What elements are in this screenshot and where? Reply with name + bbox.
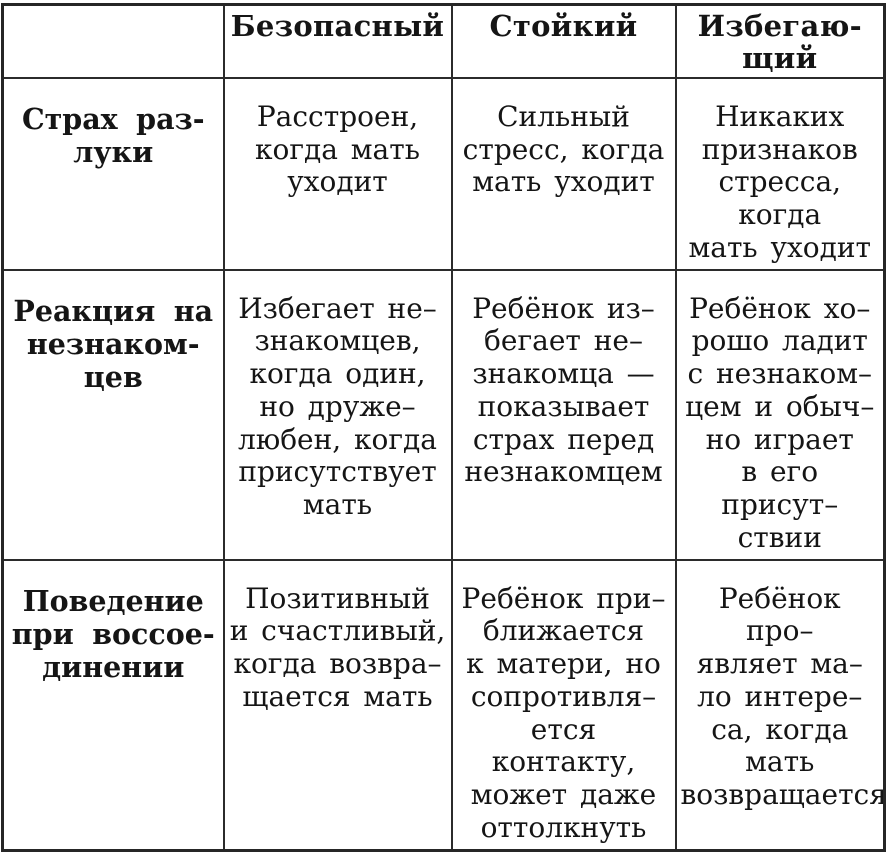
table-cell: Позитивный и счастливый, когда возвра– щ… xyxy=(222,558,453,852)
row-header-separation-fear: Страх раз- луки xyxy=(1,76,225,271)
table-cell: Ребёнок про– являет ма– ло интере– са, к… xyxy=(674,558,886,852)
table-cell: Ребёнок из– бегает не– знакомца — показы… xyxy=(450,268,677,561)
table-cell: Ребёнок при– ближается к матери, но сопр… xyxy=(450,558,677,852)
table-cell: Расстроен, когда мать уходит xyxy=(222,76,453,271)
column-header-resistant: Стойкий xyxy=(450,3,677,79)
table-cell: Сильный стресс, когда мать уходит xyxy=(450,76,677,271)
row-header-stranger-reaction: Реакция на незнаком- цев xyxy=(1,268,225,561)
header-row: Безопасный Стойкий Избегаю- щий xyxy=(1,3,886,79)
row-header-reunion-behavior: Поведение при воссое- динении xyxy=(1,558,225,852)
table-cell: Ребёнок хо– рошо ладит с незнаком– цем и… xyxy=(674,268,886,561)
column-header-avoidant: Избегаю- щий xyxy=(674,3,886,79)
table-cell: Никаких признаков стресса, когда мать ух… xyxy=(674,76,886,271)
column-header-secure: Безопасный xyxy=(222,3,453,79)
table-cell: Избегает не– знакомцев, когда один, но д… xyxy=(222,268,453,561)
table-row-stranger-reaction: Реакция на незнаком- цев Избегает не– зн… xyxy=(1,268,886,561)
table-row-separation-fear: Страх раз- луки Расстроен, когда мать ух… xyxy=(1,76,886,271)
attachment-styles-table: Безопасный Стойкий Избегаю- щий Страх ра… xyxy=(1,3,886,852)
corner-cell xyxy=(1,3,225,79)
table-row-reunion-behavior: Поведение при воссое- динении Позитивный… xyxy=(1,558,886,852)
